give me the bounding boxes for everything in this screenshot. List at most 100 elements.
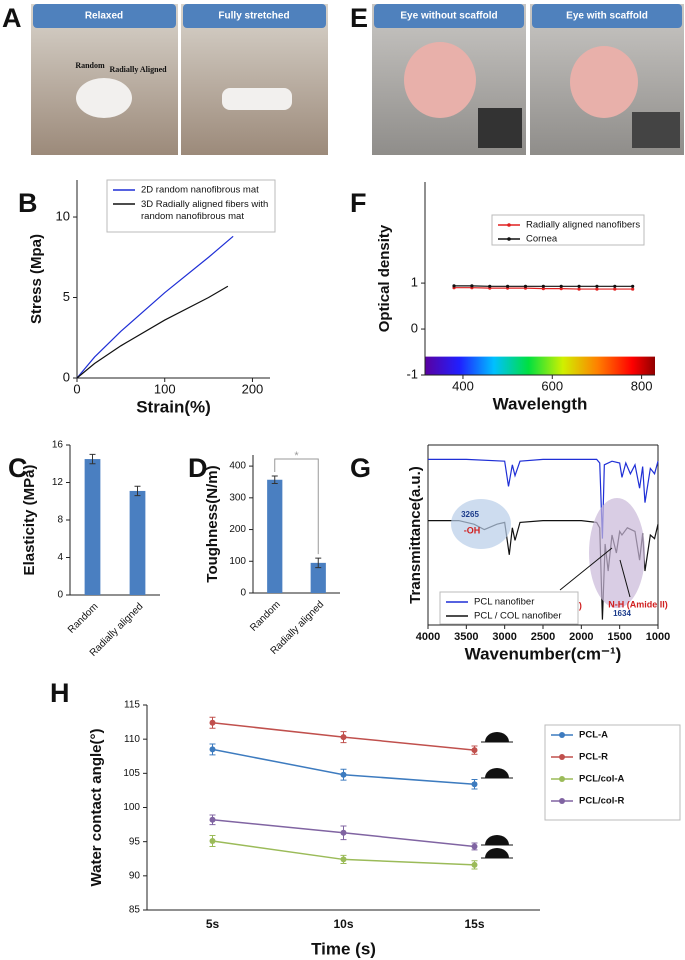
y-tick-label: 90 bbox=[129, 870, 141, 881]
photo-annotation: Random bbox=[75, 61, 105, 70]
photo-annotation: Radially Aligned bbox=[109, 65, 167, 74]
point bbox=[559, 284, 563, 288]
legend-marker bbox=[559, 754, 565, 760]
point bbox=[209, 719, 216, 726]
y-tick-label: 0 bbox=[57, 590, 63, 601]
x-tick-label: 15s bbox=[464, 917, 484, 931]
legend-label: PCL nanofiber bbox=[474, 597, 534, 608]
y-tick-label: 200 bbox=[229, 524, 246, 535]
series-line bbox=[76, 285, 229, 379]
legend-marker bbox=[559, 732, 565, 738]
photo-caption: Eye without scaffold bbox=[400, 11, 497, 22]
photo-inset bbox=[632, 112, 680, 148]
point bbox=[340, 771, 347, 778]
y-tick-label: 85 bbox=[129, 905, 141, 916]
annotation: -OH bbox=[464, 525, 481, 535]
x-tick-label: 2500 bbox=[531, 631, 555, 643]
point bbox=[471, 843, 478, 850]
point bbox=[577, 284, 581, 288]
photo-header bbox=[183, 4, 326, 28]
point bbox=[613, 287, 617, 291]
y-tick-label: 100 bbox=[123, 802, 140, 813]
series-line bbox=[428, 458, 659, 539]
y-tick-label: 0 bbox=[411, 320, 418, 335]
legend-label: PCL/col-R bbox=[579, 796, 625, 807]
panel-label: D bbox=[188, 453, 208, 483]
legend-label: PCL-R bbox=[579, 752, 608, 763]
point bbox=[523, 284, 528, 288]
legend-marker bbox=[559, 776, 565, 782]
point bbox=[470, 284, 474, 288]
point bbox=[452, 284, 456, 288]
photo-caption: Eye with scaffold bbox=[566, 11, 648, 22]
y-axis-label: Stress (Mpa) bbox=[28, 234, 45, 324]
error-bar bbox=[134, 485, 141, 497]
error-bar bbox=[315, 557, 322, 569]
bar bbox=[267, 479, 283, 593]
point bbox=[595, 284, 599, 288]
x-tick-label: 800 bbox=[631, 378, 653, 393]
panel-label: F bbox=[350, 188, 367, 218]
x-tick-label: 10s bbox=[333, 917, 353, 931]
y-tick-label: 115 bbox=[124, 700, 140, 711]
x-axis-label: Wavelength bbox=[493, 394, 588, 413]
x-tick-label: 5s bbox=[206, 917, 220, 931]
error-bar bbox=[271, 475, 278, 485]
arrow bbox=[559, 547, 631, 598]
annotation: 3265 bbox=[461, 510, 479, 519]
point bbox=[471, 781, 478, 788]
legend-marker bbox=[507, 223, 511, 227]
y-axis-label: Toughness(N/m) bbox=[204, 465, 221, 582]
point bbox=[559, 287, 563, 291]
bar bbox=[310, 562, 326, 593]
photo-sample bbox=[222, 88, 292, 110]
highlight bbox=[451, 499, 511, 549]
legend-label: PCL-A bbox=[579, 730, 608, 741]
point bbox=[340, 856, 347, 863]
x-axis-label: Time (s) bbox=[311, 939, 376, 958]
annotation: 1634 bbox=[613, 609, 631, 618]
legend-marker bbox=[559, 798, 565, 804]
x-axis-label: Wavenumber(cm⁻¹) bbox=[465, 644, 622, 663]
droplet-icon bbox=[485, 768, 509, 778]
photo-header bbox=[532, 4, 682, 28]
x-tick-label: 3500 bbox=[454, 631, 478, 643]
y-tick-label: 300 bbox=[229, 492, 246, 503]
photo-inset bbox=[478, 108, 522, 148]
legend-label: Cornea bbox=[526, 234, 558, 245]
legend-label: PCL / COL nanofiber bbox=[474, 611, 561, 622]
error-bar bbox=[89, 453, 96, 465]
photo bbox=[181, 4, 328, 155]
x-tick-label: 0 bbox=[73, 381, 80, 396]
legend-box bbox=[106, 179, 276, 233]
highlight bbox=[589, 498, 645, 608]
panel-label: C bbox=[8, 453, 28, 483]
y-tick-label: 5 bbox=[63, 289, 70, 304]
droplet-icon bbox=[485, 732, 509, 742]
y-tick-label: 95 bbox=[129, 836, 141, 847]
x-tick-label: 1500 bbox=[607, 631, 631, 643]
y-tick-label: 1 bbox=[411, 275, 418, 290]
legend-label: 2D random nanofibrous mat bbox=[141, 185, 259, 196]
photo-caption: Fully stretched bbox=[218, 11, 289, 22]
point bbox=[631, 284, 635, 288]
photo-header bbox=[33, 4, 176, 28]
panel-label: H bbox=[50, 678, 70, 708]
photo-eye bbox=[570, 46, 638, 118]
x-tick-label: 200 bbox=[242, 381, 264, 396]
y-tick-label: 110 bbox=[124, 734, 140, 745]
significance-bracket bbox=[274, 458, 319, 555]
point bbox=[471, 861, 478, 868]
panel-label: G bbox=[350, 453, 371, 483]
y-tick-label: 0 bbox=[63, 369, 70, 384]
x-tick-label: 4000 bbox=[416, 631, 440, 643]
panel-label: E bbox=[350, 3, 368, 33]
y-tick-label: -1 bbox=[406, 366, 418, 381]
point bbox=[471, 747, 478, 754]
bar bbox=[84, 459, 101, 595]
x-tick-label: 3000 bbox=[492, 631, 516, 643]
x-tick-label: 400 bbox=[452, 378, 474, 393]
droplet-icon bbox=[485, 835, 509, 845]
x-tick-label: 1000 bbox=[646, 631, 670, 643]
